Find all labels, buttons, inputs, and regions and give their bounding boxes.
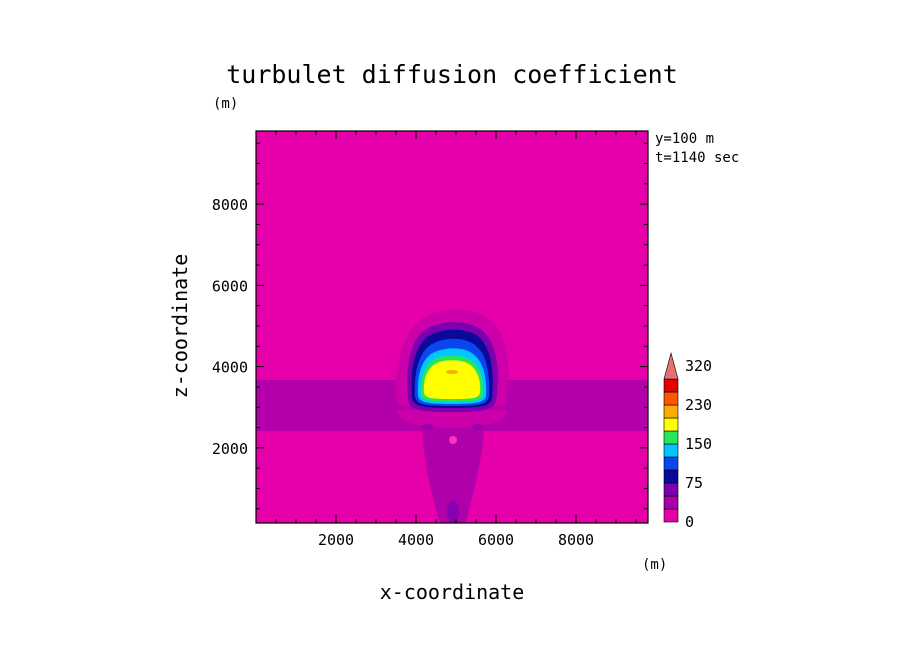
dome-peak [446,370,458,374]
x-unit-label: (m) [642,557,667,573]
y-tick-label: 8000 [212,196,248,214]
chart-title: turbulet diffusion coefficient [226,60,678,89]
colorbar-swatch [663,482,679,497]
side-spot-right [472,424,484,430]
colorbar-swatch [663,430,679,445]
x-tick-label: 4000 [398,531,434,549]
dome-level-200 [423,360,481,399]
x-axis: 2000 4000 6000 8000 [255,131,637,549]
colorbar-swatch [663,469,679,484]
colorbar-swatch [663,495,679,510]
colorbar-label: 320 [685,357,712,375]
x-axis-label: x-coordinate [380,580,525,604]
colorbar-swatch [663,456,679,471]
colorbar-swatch [663,508,679,523]
x-tick-label: 2000 [318,531,354,549]
colorbar-label: 150 [685,435,712,453]
y-axis-label: z-coordinate [168,254,192,399]
info-time: t=1140 sec [655,150,739,166]
colorbar-label: 75 [685,474,703,492]
dome-halo-lower [396,410,508,428]
colorbar-label: 230 [685,396,712,414]
column-core [447,500,459,523]
y-axis: 2000 4000 6000 8000 [212,142,648,510]
y-tick-label: 2000 [212,440,248,458]
x-tick-label: 8000 [558,531,594,549]
descending-column [422,430,484,523]
colorbar-swatch [663,391,679,406]
plot-frame [255,130,649,524]
y-tick-label: 4000 [212,359,248,377]
colorbar-swatch [663,404,679,419]
colorbar-extend-arrow [663,351,679,380]
colorbar-label: 0 [685,513,694,531]
x-tick-label: 6000 [478,531,514,549]
y-tick-label: 6000 [212,277,248,295]
side-spot-left [422,424,434,430]
colorbar-swatch [663,443,679,458]
colorbar-swatch [663,417,679,432]
y-unit-label: (m) [213,96,238,112]
plot-field [256,131,648,523]
info-y-position: y=100 m [655,131,714,147]
colorbar-swatch [663,378,679,393]
colorbar: 0 75 150 230 320 [663,351,712,531]
small-spot [449,436,457,444]
